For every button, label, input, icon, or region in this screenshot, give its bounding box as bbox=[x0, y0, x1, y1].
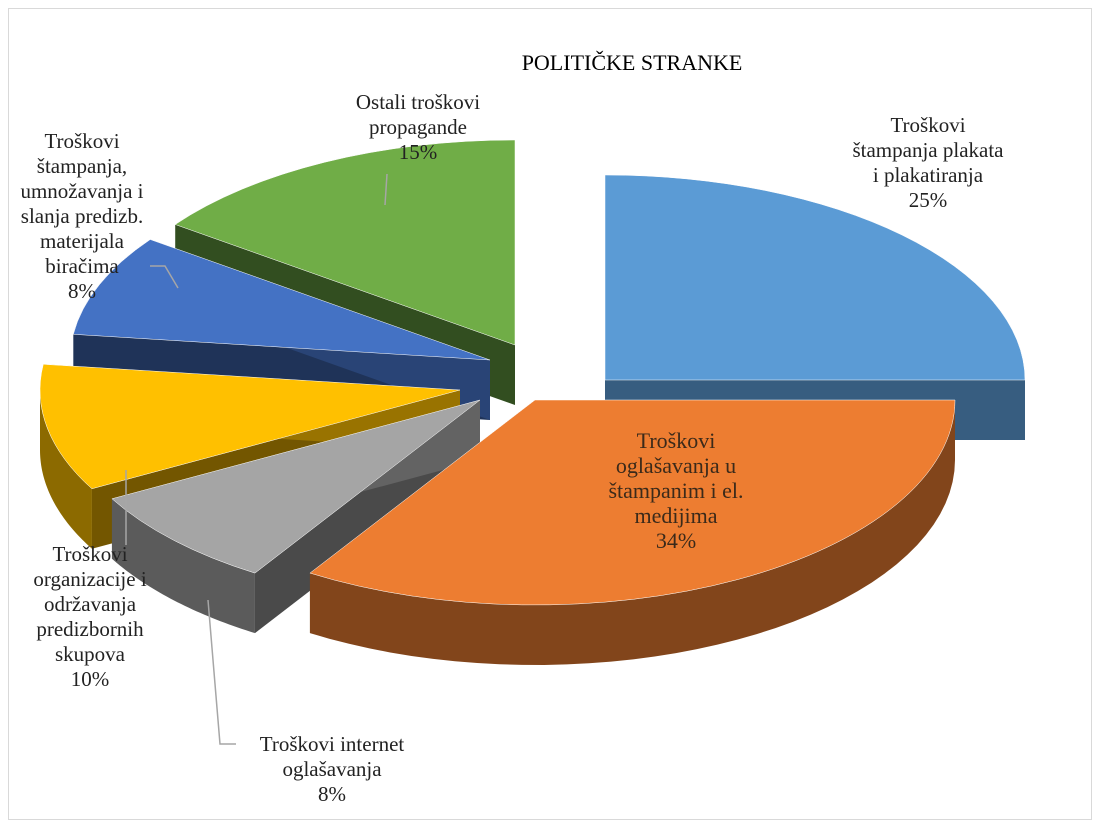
slice-top-face bbox=[174, 139, 516, 346]
slice-name-line: i plakatiranja bbox=[873, 163, 984, 187]
slice-label: Troškovi oglašavanja u štampanim i el. medi… bbox=[608, 428, 743, 553]
slice-top-face bbox=[604, 174, 1026, 381]
slice-labels: Troškovi štampanja plakata i plakatiranja 2… bbox=[20, 90, 1004, 806]
slice-outer-wall bbox=[111, 498, 255, 634]
slice-name-line: umnožavanja i bbox=[20, 179, 143, 203]
slice-label: Troškovi štampanja plakata i plakatiranja 2… bbox=[852, 113, 1004, 212]
slice-name-line: štampanja, bbox=[37, 154, 127, 178]
pie-slices bbox=[39, 139, 1026, 665]
slice-name-line: Ostali troškovi bbox=[356, 90, 480, 114]
slice-name-line: Troškovi bbox=[637, 428, 716, 453]
leader-line bbox=[150, 265, 179, 289]
slice-outer-wall bbox=[309, 400, 955, 665]
slice-percent-label: 15% bbox=[399, 140, 438, 164]
slice-name-line: propagande bbox=[369, 115, 467, 139]
slice-percent-label: 8% bbox=[318, 782, 346, 806]
slice-name-line: Troškovi bbox=[44, 129, 119, 153]
slice-top-face bbox=[309, 399, 956, 606]
slice-name-line: štampanim i el. bbox=[608, 478, 743, 503]
slice-label: Troškovi organizacije i održavanja predizbo… bbox=[33, 542, 146, 691]
chart-title: POLITIČKE STRANKE bbox=[522, 50, 743, 75]
slice-name-line: biračima bbox=[45, 254, 119, 278]
leader-lines bbox=[125, 173, 388, 745]
slice-percent-label: 34% bbox=[656, 528, 696, 553]
slice-name-line: održavanja bbox=[44, 592, 137, 616]
slice-name-line: štampanja plakata bbox=[852, 138, 1004, 162]
slice-name-line: slanja predizb. bbox=[21, 204, 143, 228]
slice-top-face bbox=[72, 239, 491, 361]
slice-name-line: predizbornih bbox=[36, 617, 144, 641]
slice-name-line: skupova bbox=[55, 642, 126, 666]
slice-top-face bbox=[111, 399, 481, 574]
slice-label: Ostali troškovi propagande 15% bbox=[356, 90, 480, 164]
slice-top-face bbox=[39, 364, 461, 490]
slice-label: Troškovi internet oglašavanja 8% bbox=[260, 732, 405, 806]
slice-name-line: oglašavanja u bbox=[616, 453, 736, 478]
slice-name-line: materijala bbox=[40, 229, 125, 253]
leader-line bbox=[384, 173, 388, 206]
slice-name-line: organizacije i bbox=[33, 567, 146, 591]
slice-name-line: oglašavanja bbox=[282, 757, 382, 781]
slice-percent-label: 10% bbox=[71, 667, 110, 691]
slice-percent-label: 8% bbox=[68, 279, 96, 303]
pie-slice-2 bbox=[309, 399, 956, 665]
slice-label: Troškovi štampanja, umnožavanja i slanja pr… bbox=[20, 129, 143, 303]
slice-name-line: medijima bbox=[634, 503, 717, 528]
slice-outer-wall bbox=[40, 390, 92, 549]
slice-name-line: Troškovi internet bbox=[260, 732, 405, 756]
leader-line bbox=[207, 599, 236, 745]
slice-name-line: Troškovi bbox=[52, 542, 127, 566]
slice-name-line: Troškovi bbox=[890, 113, 965, 137]
slice-percent-label: 25% bbox=[909, 188, 948, 212]
